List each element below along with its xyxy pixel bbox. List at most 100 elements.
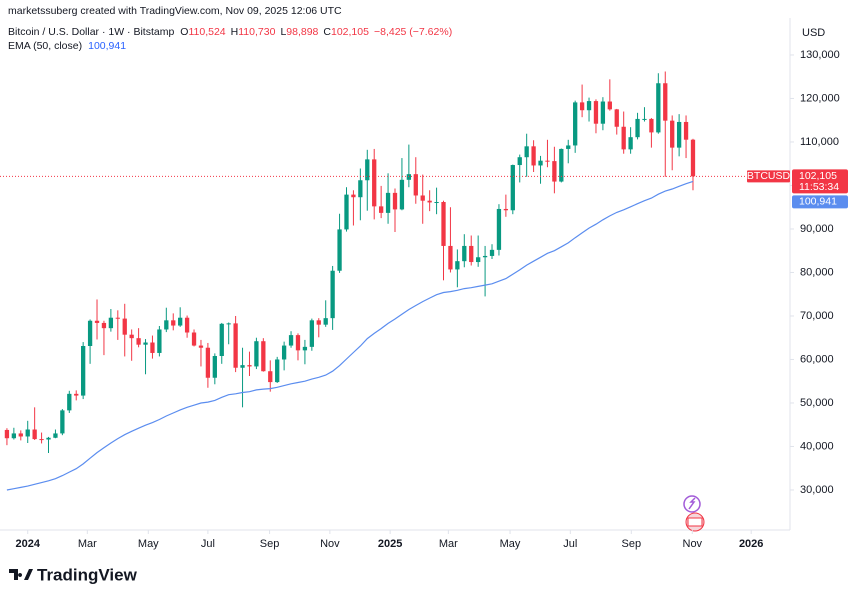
candle-body <box>676 121 682 148</box>
ohlc-key: O <box>180 26 188 38</box>
candle-body <box>198 345 204 348</box>
candle-body <box>150 342 155 353</box>
candle-body <box>25 429 30 437</box>
candle-body <box>81 345 86 396</box>
candle-body <box>191 332 197 346</box>
candle-body <box>670 120 675 148</box>
x-tick-label: 2024 <box>15 538 40 550</box>
candle-body <box>566 145 571 149</box>
y-tick-label: 50,000 <box>800 397 834 409</box>
candle-body <box>247 365 252 367</box>
candle-body <box>434 202 439 204</box>
candle-body <box>649 118 654 133</box>
candle-body <box>184 317 190 333</box>
candle-body <box>406 174 412 180</box>
y-tick-label: 60,000 <box>800 353 834 365</box>
y-tick-label: 90,000 <box>800 223 834 235</box>
price-tag <box>792 169 848 194</box>
candle-body <box>11 433 17 439</box>
candle-body <box>621 126 626 150</box>
candle-body <box>455 261 460 270</box>
candle-body <box>690 139 696 177</box>
indicator-value: 100,941 <box>88 40 126 52</box>
candle-body <box>212 355 217 378</box>
candle-body <box>281 345 287 360</box>
candle-body <box>240 365 245 368</box>
candle-body <box>18 433 23 437</box>
y-tick-label: 130,000 <box>800 49 840 61</box>
candle-body <box>87 320 93 346</box>
candle-body <box>503 208 509 211</box>
candle-body <box>74 393 79 396</box>
candle-body <box>337 229 342 271</box>
candle-body <box>295 335 301 351</box>
candle-body <box>496 208 502 250</box>
candle-body <box>586 101 592 111</box>
candle-body <box>171 320 176 326</box>
candle-body <box>254 341 259 367</box>
x-tick-label: Sep <box>622 538 642 550</box>
ticker-label: BTCUSD <box>747 170 791 182</box>
y-tick-label: 80,000 <box>800 266 834 278</box>
y-tick-label: 110,000 <box>800 136 839 148</box>
candle-body <box>392 192 398 210</box>
candle-body <box>39 439 44 441</box>
currency: USD <box>802 27 825 39</box>
countdown: 11:53:34 <box>799 181 839 193</box>
x-tick-label: Jul <box>201 538 215 550</box>
candle-body <box>579 102 585 111</box>
candle-body <box>635 118 640 138</box>
candle-body <box>101 322 107 329</box>
x-tick-label: Jul <box>563 538 577 550</box>
y-tick-label: 70,000 <box>800 310 834 322</box>
candle-body <box>53 433 58 438</box>
candle-body <box>115 317 120 319</box>
candle-body <box>600 101 606 124</box>
candle-body <box>607 101 612 110</box>
ohlc-value: 110,730 <box>238 26 275 38</box>
ohlc-value: 110,524 <box>188 26 225 38</box>
candle-body <box>4 429 10 439</box>
change: −8,425 (−7.62%) <box>374 26 452 38</box>
x-tick-label: Mar <box>439 538 458 550</box>
x-tick-label: Mar <box>78 538 97 550</box>
candle-body <box>462 245 467 262</box>
ohlc-key: C <box>323 26 331 38</box>
ohlc-key: H <box>231 26 239 38</box>
y-tick-label: 30,000 <box>800 484 834 496</box>
candle-body <box>365 159 370 181</box>
plot-area <box>4 71 696 491</box>
candle-body <box>510 165 515 211</box>
symbol: Bitcoin / U.S. Dollar · 1W · Bitstamp O11… <box>8 26 452 38</box>
candle-body <box>420 195 425 201</box>
ohlc-value: 102,105 <box>331 26 369 38</box>
candle-body <box>372 159 377 207</box>
candle-body <box>413 174 418 196</box>
candle-body <box>32 429 37 440</box>
ema-line <box>6 180 694 491</box>
x-tick-label: May <box>500 538 521 550</box>
candle-body <box>538 160 543 166</box>
candle-body <box>517 157 522 166</box>
candle-body <box>683 121 689 140</box>
candle-body <box>531 146 536 166</box>
candle-body <box>663 83 668 121</box>
candle-body <box>288 335 294 346</box>
candle-body <box>427 200 432 203</box>
candle-body <box>136 338 141 345</box>
candle-body <box>94 320 100 323</box>
candle-body <box>385 192 391 213</box>
candle-body <box>275 359 280 383</box>
candle-body <box>316 320 321 325</box>
candle-body <box>302 346 308 351</box>
logo-text: TradingView <box>37 565 138 584</box>
candle-body <box>219 323 224 356</box>
candle-body <box>559 148 564 182</box>
candle-body <box>573 102 578 146</box>
price-tag-label: 102,105 <box>799 170 837 182</box>
event-icon <box>688 497 696 510</box>
candle-body <box>628 137 633 150</box>
